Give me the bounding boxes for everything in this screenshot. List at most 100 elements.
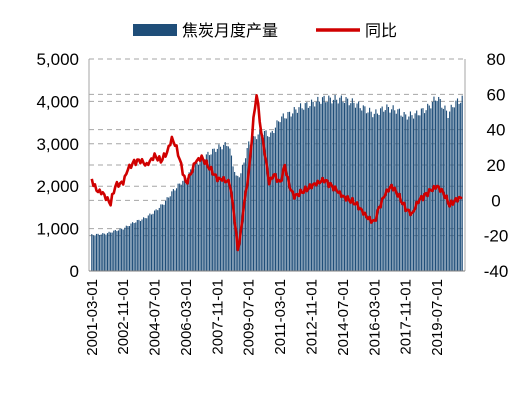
bar bbox=[226, 145, 228, 271]
bar bbox=[130, 223, 132, 271]
bar bbox=[273, 132, 275, 271]
bar bbox=[100, 234, 102, 271]
bar bbox=[445, 110, 448, 271]
bar bbox=[160, 204, 162, 271]
bar bbox=[278, 121, 280, 271]
bar bbox=[375, 109, 377, 271]
bar bbox=[403, 112, 405, 271]
bar bbox=[219, 146, 222, 271]
bar bbox=[389, 112, 391, 271]
bar bbox=[143, 217, 145, 271]
bar bbox=[229, 148, 231, 271]
bar bbox=[144, 218, 146, 271]
bar bbox=[293, 107, 295, 271]
bar bbox=[419, 115, 421, 272]
bar bbox=[358, 101, 360, 271]
right-tick-label: 40 bbox=[487, 121, 506, 140]
bar bbox=[194, 162, 196, 271]
bar bbox=[205, 154, 207, 271]
bar bbox=[342, 101, 344, 271]
x-tick-label: 2007-11-01 bbox=[209, 279, 226, 355]
bar bbox=[383, 111, 385, 271]
line-series-yoy bbox=[90, 94, 463, 252]
bar bbox=[235, 175, 237, 271]
bar bbox=[180, 184, 182, 271]
bar bbox=[369, 107, 371, 271]
x-tick-label: 2014-07-01 bbox=[335, 279, 352, 356]
bar bbox=[94, 235, 96, 271]
bar bbox=[417, 115, 419, 271]
bar bbox=[208, 155, 211, 271]
bar bbox=[245, 158, 247, 271]
bar bbox=[460, 102, 462, 271]
bar bbox=[412, 118, 415, 271]
x-tick-label: 2017-11-01 bbox=[398, 279, 415, 355]
bar bbox=[238, 177, 240, 271]
x-tick-label: 2006-03-01 bbox=[178, 279, 195, 356]
bar bbox=[321, 97, 324, 271]
bar bbox=[199, 161, 201, 271]
bar bbox=[111, 232, 113, 271]
bar bbox=[416, 110, 418, 271]
bar bbox=[350, 103, 352, 271]
bar bbox=[461, 95, 463, 272]
bar bbox=[106, 233, 109, 271]
bar bbox=[102, 233, 104, 271]
bar bbox=[91, 234, 93, 271]
bar bbox=[117, 230, 120, 271]
bar bbox=[281, 116, 283, 272]
bar bbox=[378, 114, 380, 271]
series-line-yoy bbox=[90, 94, 463, 252]
bar bbox=[268, 136, 270, 271]
bar bbox=[359, 108, 361, 271]
bar bbox=[125, 225, 127, 271]
bar bbox=[254, 136, 256, 271]
bar bbox=[108, 231, 110, 271]
bar bbox=[425, 110, 427, 271]
bar bbox=[376, 113, 379, 271]
bar bbox=[423, 113, 426, 271]
bar bbox=[155, 209, 157, 271]
bar bbox=[216, 148, 218, 271]
bar bbox=[409, 111, 411, 272]
bar bbox=[299, 103, 302, 271]
bar bbox=[362, 105, 364, 271]
bar bbox=[325, 102, 327, 271]
x-tick-label: 2009-07-01 bbox=[241, 279, 258, 356]
bar bbox=[177, 183, 179, 271]
bar bbox=[113, 230, 115, 271]
legend-bar-swatch bbox=[133, 24, 177, 36]
bar bbox=[279, 122, 281, 272]
bar bbox=[135, 222, 137, 271]
bar bbox=[246, 148, 248, 271]
bar bbox=[139, 221, 142, 271]
bar bbox=[274, 127, 276, 272]
x-tick-label: 2004-07-01 bbox=[147, 279, 164, 356]
left-tick-label: 3,000 bbox=[36, 135, 79, 154]
bar bbox=[343, 102, 346, 271]
bar bbox=[147, 215, 149, 271]
bar bbox=[339, 97, 341, 272]
bar bbox=[270, 132, 272, 271]
bar bbox=[138, 219, 140, 271]
bar bbox=[152, 213, 154, 271]
bar bbox=[213, 148, 215, 271]
bar bbox=[163, 204, 165, 271]
bar bbox=[402, 116, 404, 271]
bar bbox=[301, 108, 303, 271]
bar bbox=[431, 101, 433, 271]
bar bbox=[103, 233, 105, 271]
bar bbox=[444, 105, 446, 271]
bar bbox=[452, 107, 454, 271]
bar bbox=[105, 234, 107, 271]
bar bbox=[191, 171, 193, 271]
bar bbox=[400, 115, 402, 271]
left-axis-ticks: 0 1,000 2,000 3,000 4,000 5,000 bbox=[36, 50, 79, 281]
left-tick-label: 4,000 bbox=[36, 92, 79, 111]
bar bbox=[201, 156, 203, 271]
bar bbox=[260, 131, 262, 271]
bar bbox=[455, 100, 457, 271]
bar bbox=[309, 106, 311, 271]
